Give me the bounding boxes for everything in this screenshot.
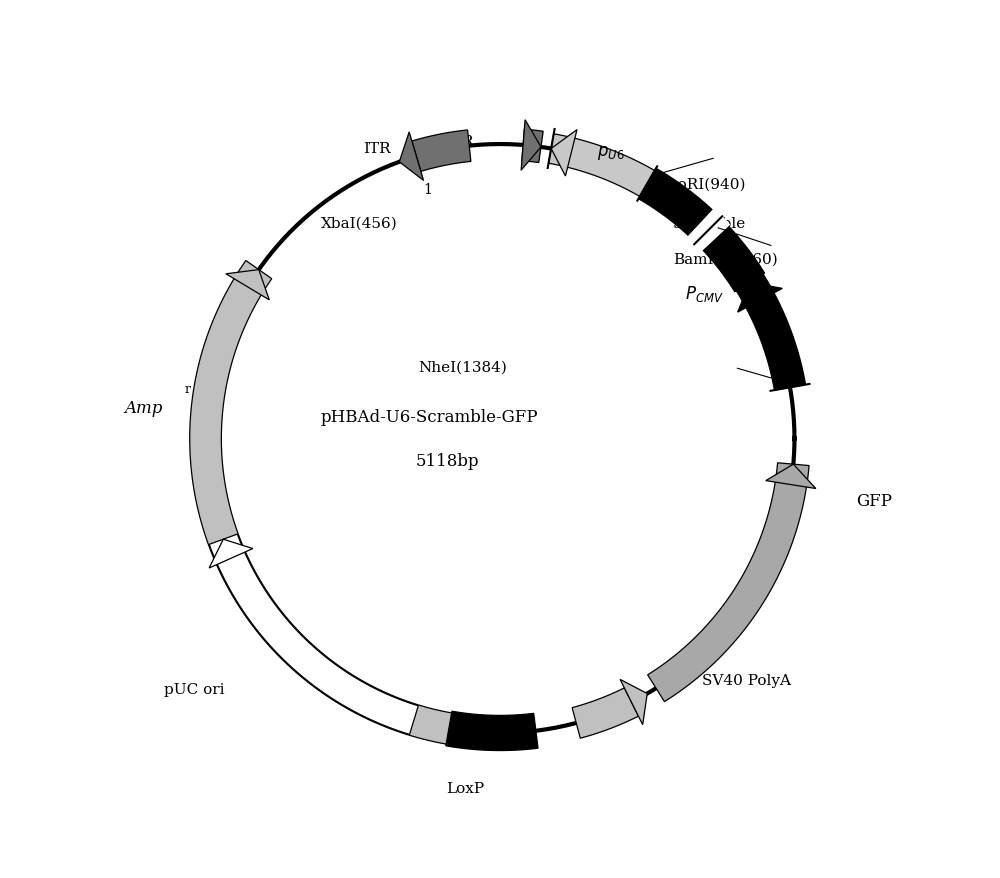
Text: 5118bp: 5118bp xyxy=(415,452,479,470)
Text: Scramble: Scramble xyxy=(673,217,746,231)
Text: 1: 1 xyxy=(423,183,432,197)
Polygon shape xyxy=(226,270,269,300)
Polygon shape xyxy=(738,283,782,313)
Text: pHBAd-U6-Scramble-GFP: pHBAd-U6-Scramble-GFP xyxy=(321,408,538,426)
Polygon shape xyxy=(620,680,647,725)
Text: XbaI(456): XbaI(456) xyxy=(321,217,398,231)
Polygon shape xyxy=(209,540,253,568)
Polygon shape xyxy=(648,464,809,702)
Polygon shape xyxy=(572,688,638,738)
Polygon shape xyxy=(446,711,538,751)
Polygon shape xyxy=(736,275,806,391)
Polygon shape xyxy=(190,262,490,749)
Text: GFP: GFP xyxy=(856,492,892,509)
Polygon shape xyxy=(766,464,816,489)
Polygon shape xyxy=(412,131,471,172)
Text: Amp: Amp xyxy=(125,399,163,417)
Polygon shape xyxy=(399,133,424,181)
Polygon shape xyxy=(549,134,655,198)
Polygon shape xyxy=(522,130,543,163)
Text: BamHI(1160): BamHI(1160) xyxy=(673,252,778,266)
Text: r: r xyxy=(184,383,190,395)
Text: $\mathit{P}_{CMV}$: $\mathit{P}_{CMV}$ xyxy=(685,284,723,304)
Polygon shape xyxy=(521,120,541,171)
Text: SV40 PolyA: SV40 PolyA xyxy=(702,673,791,687)
Polygon shape xyxy=(551,131,577,176)
Polygon shape xyxy=(696,219,765,292)
Polygon shape xyxy=(638,169,721,243)
Text: ITR: ITR xyxy=(363,142,391,156)
Text: NheI(1384): NheI(1384) xyxy=(418,360,507,374)
Text: LoxP: LoxP xyxy=(446,781,484,795)
Text: ITR: ITR xyxy=(447,135,474,149)
Polygon shape xyxy=(209,535,418,735)
Polygon shape xyxy=(688,210,730,252)
Text: pUC ori: pUC ori xyxy=(164,682,225,696)
Text: $\mathit{p}_{U6}$: $\mathit{p}_{U6}$ xyxy=(597,144,624,162)
Text: EcoRI(940): EcoRI(940) xyxy=(658,177,746,191)
